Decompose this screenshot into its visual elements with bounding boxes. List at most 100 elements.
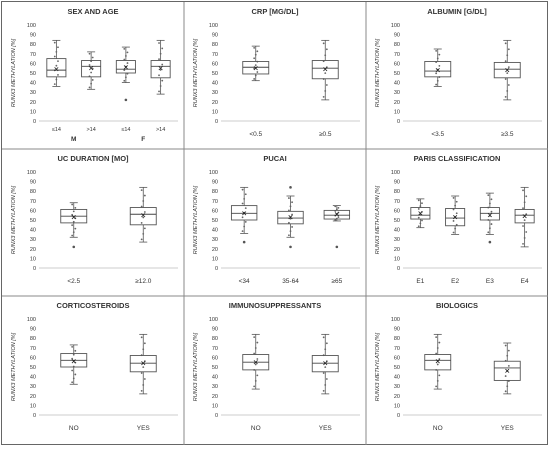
box-2: >14 bbox=[81, 51, 102, 133]
y-tick-label: 60 bbox=[212, 355, 218, 361]
panel-title: PARIS CLASSIFICATION bbox=[414, 154, 501, 163]
mean-marker bbox=[89, 66, 94, 71]
panel-uc-duration-mo: UC DURATION [MO] 0 10 20 30 40 50 60 70 80 90 100 RU… bbox=[11, 154, 178, 285]
mean-marker bbox=[323, 361, 328, 366]
x-tick-label: YES bbox=[501, 425, 515, 432]
mean-marker bbox=[141, 361, 146, 366]
box-1: <0.5 bbox=[242, 45, 270, 138]
box-1: <2.5 bbox=[60, 202, 88, 285]
y-tick-label: 100 bbox=[209, 317, 218, 323]
group-label: F bbox=[141, 136, 145, 143]
data-point bbox=[143, 378, 146, 380]
data-point bbox=[506, 90, 509, 92]
data-point bbox=[140, 222, 143, 224]
data-point bbox=[522, 207, 524, 210]
data-point bbox=[253, 46, 256, 49]
data-point bbox=[142, 384, 145, 386]
data-point bbox=[504, 375, 507, 377]
data-point bbox=[523, 201, 526, 204]
x-tick-label: E4 bbox=[521, 278, 529, 285]
y-tick-label: 0 bbox=[33, 413, 36, 419]
data-point bbox=[253, 352, 256, 355]
data-point bbox=[488, 202, 491, 205]
y-tick-label: 60 bbox=[212, 208, 218, 214]
data-point bbox=[452, 231, 455, 234]
data-point bbox=[522, 243, 524, 245]
y-tick-label: 10 bbox=[30, 256, 36, 262]
y-tick-label: 100 bbox=[209, 170, 218, 176]
box-2: ≥3.5 bbox=[493, 39, 521, 138]
data-point bbox=[57, 60, 59, 62]
y-tick-label: 0 bbox=[397, 119, 400, 125]
data-point bbox=[288, 197, 290, 199]
y-tick-label: 10 bbox=[30, 403, 36, 409]
data-point bbox=[140, 189, 143, 191]
data-point bbox=[71, 224, 74, 227]
y-tick-label: 90 bbox=[30, 327, 36, 333]
data-point bbox=[254, 379, 257, 382]
y-tick-label: 40 bbox=[394, 375, 400, 381]
y-tick-label: 70 bbox=[394, 199, 400, 205]
y-tick-label: 80 bbox=[212, 336, 218, 342]
x-tick-label: 35-64 bbox=[282, 278, 299, 285]
data-point bbox=[490, 223, 493, 225]
data-point bbox=[322, 96, 325, 98]
y-tick-label: 50 bbox=[30, 71, 36, 77]
iqr-box bbox=[424, 61, 452, 78]
data-point bbox=[454, 227, 457, 230]
x-tick-label: ≥3.5 bbox=[501, 131, 514, 138]
data-point bbox=[322, 336, 325, 339]
data-point bbox=[244, 221, 247, 223]
y-tick-label: 0 bbox=[215, 119, 218, 125]
y-tick-label: 60 bbox=[394, 208, 400, 214]
data-point bbox=[161, 79, 164, 82]
data-point bbox=[525, 195, 528, 198]
data-point bbox=[140, 238, 143, 241]
data-point bbox=[161, 63, 164, 66]
data-point bbox=[254, 64, 257, 67]
data-point bbox=[435, 352, 438, 355]
iqr-box bbox=[410, 207, 431, 220]
y-tick-label: 20 bbox=[30, 394, 36, 400]
data-point bbox=[243, 225, 246, 228]
data-point bbox=[88, 52, 91, 55]
y-tick-label: 0 bbox=[215, 413, 218, 419]
y-tick-label: 30 bbox=[394, 90, 400, 96]
mean-marker bbox=[253, 360, 258, 365]
y-tick-label: 50 bbox=[212, 365, 218, 371]
data-point bbox=[435, 49, 438, 52]
data-point bbox=[507, 66, 510, 69]
x-tick-label: ≤14 bbox=[52, 127, 61, 133]
outlier-point bbox=[124, 98, 128, 102]
x-tick-label: ≤14 bbox=[121, 127, 130, 133]
y-tick-label: 50 bbox=[30, 365, 36, 371]
data-point bbox=[74, 349, 77, 352]
mean-marker bbox=[242, 211, 247, 216]
data-point bbox=[256, 50, 259, 53]
outlier-point bbox=[289, 186, 292, 189]
x-tick-label: NO bbox=[69, 425, 79, 432]
data-point bbox=[337, 207, 340, 209]
box-3: ≤14 bbox=[115, 46, 136, 133]
panel-crp-mg-dl: CRP [MG/DL] 0 10 20 30 40 50 60 70 80 90 100 RUNX3 M… bbox=[193, 7, 360, 138]
panel-albumin-g-dl: ALBUMIN [G/DL] 0 10 20 30 40 50 60 70 80 90 100 RUNX… bbox=[375, 7, 542, 138]
outlier-point bbox=[335, 245, 339, 249]
data-point bbox=[90, 71, 93, 74]
data-point bbox=[55, 64, 58, 67]
data-point bbox=[523, 237, 526, 239]
box-4: >14 bbox=[150, 39, 171, 133]
data-point bbox=[436, 379, 439, 382]
x-tick-label: E2 bbox=[451, 278, 459, 285]
mean-marker bbox=[71, 359, 76, 364]
y-tick-label: 100 bbox=[209, 23, 218, 29]
y-tick-label: 90 bbox=[212, 327, 218, 333]
box-1: ≤14 bbox=[46, 39, 67, 133]
data-point bbox=[158, 58, 160, 61]
box-3: E3 bbox=[479, 192, 500, 285]
y-tick-label: 0 bbox=[215, 266, 218, 272]
iqr-box bbox=[150, 60, 171, 79]
y-tick-label: 40 bbox=[30, 228, 36, 234]
x-tick-label: ≥12.0 bbox=[135, 278, 152, 285]
data-point bbox=[71, 345, 74, 348]
y-axis-label: RUNX3 METHYLATION [%] bbox=[193, 185, 199, 254]
